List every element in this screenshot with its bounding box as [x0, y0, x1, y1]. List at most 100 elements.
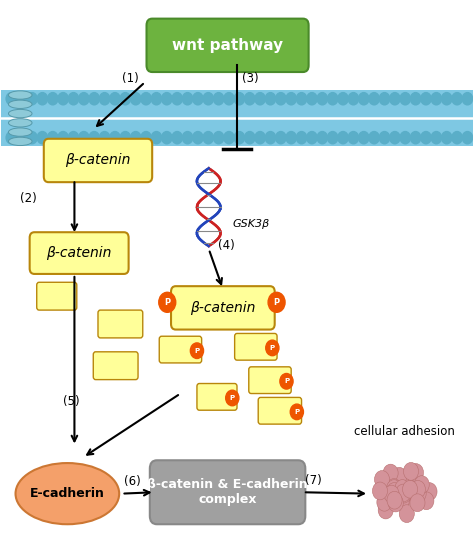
Circle shape: [398, 485, 412, 503]
Circle shape: [348, 93, 358, 105]
Circle shape: [317, 131, 328, 144]
Circle shape: [396, 485, 411, 503]
Circle shape: [369, 131, 379, 144]
Circle shape: [414, 476, 429, 494]
Text: P: P: [270, 345, 275, 351]
Text: β-catenin & E-cadherin
complex: β-catenin & E-cadherin complex: [147, 479, 308, 506]
Circle shape: [377, 494, 392, 511]
Circle shape: [100, 131, 110, 144]
Circle shape: [379, 131, 390, 144]
Text: β-catenin: β-catenin: [46, 246, 112, 260]
Circle shape: [411, 485, 426, 503]
Circle shape: [6, 131, 17, 144]
Circle shape: [393, 470, 408, 488]
Circle shape: [441, 93, 452, 105]
Text: P: P: [273, 298, 280, 307]
Circle shape: [265, 131, 276, 144]
Ellipse shape: [9, 119, 32, 127]
Circle shape: [268, 292, 285, 312]
Circle shape: [68, 93, 79, 105]
Circle shape: [392, 467, 407, 485]
Text: P: P: [284, 378, 289, 384]
Circle shape: [162, 93, 172, 105]
Circle shape: [213, 93, 224, 105]
Circle shape: [462, 93, 473, 105]
Text: P: P: [230, 395, 235, 401]
Text: (6): (6): [124, 475, 141, 489]
Circle shape: [387, 491, 402, 509]
FancyBboxPatch shape: [30, 232, 128, 274]
Circle shape: [6, 93, 17, 105]
Circle shape: [151, 131, 162, 144]
Circle shape: [369, 93, 379, 105]
Text: P: P: [294, 409, 300, 415]
Circle shape: [403, 462, 419, 480]
Circle shape: [255, 93, 265, 105]
Circle shape: [421, 131, 431, 144]
Circle shape: [110, 131, 120, 144]
FancyBboxPatch shape: [146, 18, 309, 72]
Circle shape: [234, 131, 245, 144]
FancyBboxPatch shape: [159, 336, 201, 363]
Circle shape: [307, 131, 317, 144]
Circle shape: [58, 93, 68, 105]
Circle shape: [383, 464, 398, 482]
Circle shape: [409, 463, 423, 481]
Circle shape: [462, 131, 473, 144]
Circle shape: [419, 492, 434, 510]
Circle shape: [317, 93, 328, 105]
Text: (5): (5): [63, 395, 79, 408]
FancyBboxPatch shape: [235, 334, 277, 360]
Circle shape: [386, 480, 401, 498]
Circle shape: [266, 340, 279, 356]
Circle shape: [358, 93, 369, 105]
Text: (7): (7): [305, 474, 322, 487]
Circle shape: [79, 131, 89, 144]
Circle shape: [397, 489, 412, 506]
Circle shape: [396, 484, 410, 502]
Circle shape: [379, 93, 390, 105]
FancyBboxPatch shape: [171, 286, 275, 330]
Circle shape: [68, 131, 79, 144]
Circle shape: [47, 93, 58, 105]
Circle shape: [338, 93, 348, 105]
Text: E-cadherin: E-cadherin: [30, 487, 105, 500]
Circle shape: [452, 93, 462, 105]
Circle shape: [203, 131, 213, 144]
Circle shape: [234, 93, 245, 105]
Circle shape: [162, 131, 172, 144]
Circle shape: [328, 131, 338, 144]
Ellipse shape: [9, 100, 32, 108]
Circle shape: [410, 131, 421, 144]
Circle shape: [390, 131, 400, 144]
Circle shape: [400, 93, 410, 105]
Circle shape: [431, 131, 441, 144]
Circle shape: [431, 93, 441, 105]
Text: (2): (2): [20, 192, 37, 205]
Circle shape: [276, 131, 286, 144]
Circle shape: [110, 93, 120, 105]
Text: cellular adhesion: cellular adhesion: [354, 425, 455, 438]
FancyBboxPatch shape: [98, 310, 143, 338]
Circle shape: [141, 131, 151, 144]
FancyBboxPatch shape: [44, 139, 152, 182]
Text: (3): (3): [242, 72, 258, 85]
Text: β-catenin: β-catenin: [190, 301, 255, 315]
Circle shape: [410, 93, 421, 105]
Circle shape: [390, 93, 400, 105]
Text: GSK3β: GSK3β: [232, 219, 270, 229]
Circle shape: [290, 404, 303, 420]
Circle shape: [374, 481, 390, 499]
Circle shape: [191, 343, 203, 358]
Circle shape: [296, 93, 307, 105]
Circle shape: [17, 131, 27, 144]
Circle shape: [120, 93, 130, 105]
Circle shape: [213, 131, 224, 144]
FancyBboxPatch shape: [258, 397, 301, 424]
Circle shape: [422, 482, 437, 500]
Circle shape: [27, 131, 37, 144]
Circle shape: [245, 93, 255, 105]
Circle shape: [37, 131, 47, 144]
Circle shape: [224, 131, 234, 144]
Circle shape: [378, 501, 393, 519]
